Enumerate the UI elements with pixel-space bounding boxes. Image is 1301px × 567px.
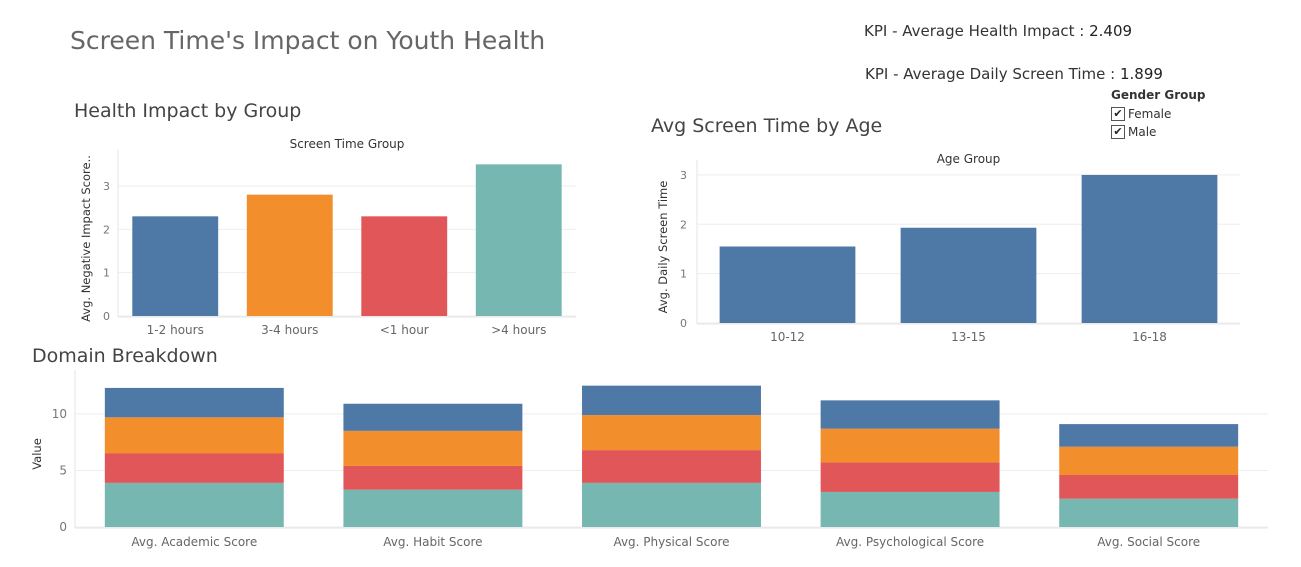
y-axis-label: Avg. Daily Screen Time bbox=[656, 181, 670, 314]
x-tick-label: 13-15 bbox=[951, 330, 986, 344]
x-tick-label: Avg. Psychological Score bbox=[836, 535, 984, 549]
section-title-screen-time-by-age: Avg Screen Time by Age bbox=[651, 115, 883, 137]
bar-segment bbox=[343, 403, 523, 431]
bar bbox=[132, 216, 219, 316]
y-tick-label: 0 bbox=[680, 317, 687, 330]
kpi-label: KPI - Average Health Impact : bbox=[864, 22, 1085, 40]
y-tick-label: 1 bbox=[680, 268, 687, 281]
bar bbox=[475, 164, 562, 316]
y-axis-label: Avg. Negative Impact Score.. bbox=[79, 155, 93, 322]
bar-segment bbox=[104, 387, 284, 418]
kpi-value: 1.899 bbox=[1120, 65, 1163, 83]
section-title-health-impact: Health Impact by Group bbox=[74, 100, 302, 122]
y-tick-label: 0 bbox=[59, 520, 67, 534]
bar bbox=[719, 246, 856, 323]
y-tick-label: 2 bbox=[103, 223, 110, 236]
bar bbox=[900, 227, 1037, 323]
bar-segment bbox=[343, 489, 523, 527]
bar-segment bbox=[104, 482, 284, 527]
bar-segment bbox=[820, 400, 1000, 429]
bar-segment bbox=[820, 428, 1000, 463]
y-tick-label: 3 bbox=[680, 169, 687, 182]
chart-title: Screen Time Group bbox=[290, 137, 405, 151]
bar-segment bbox=[582, 450, 761, 483]
checkbox-male[interactable]: ✔ bbox=[1111, 125, 1125, 139]
x-tick-label: <1 hour bbox=[380, 323, 429, 337]
bar-segment bbox=[104, 417, 284, 454]
y-tick-label: 5 bbox=[59, 463, 67, 477]
kpi-label: KPI - Average Daily Screen Time : bbox=[865, 65, 1116, 83]
y-tick-label: 1 bbox=[103, 267, 110, 280]
x-tick-label: 3-4 hours bbox=[261, 323, 318, 337]
bar bbox=[361, 216, 448, 316]
legend-label-male: Male bbox=[1128, 125, 1157, 139]
legend-title: Gender Group bbox=[1111, 88, 1206, 102]
kpi-average-daily-screen-time: KPI - Average Daily Screen Time : 1.899 bbox=[865, 65, 1163, 83]
x-tick-label: 16-18 bbox=[1132, 330, 1167, 344]
x-tick-label: 1-2 hours bbox=[147, 323, 204, 337]
bar bbox=[1081, 174, 1218, 323]
bar-segment bbox=[1059, 474, 1239, 499]
page-title: Screen Time's Impact on Youth Health bbox=[70, 26, 546, 55]
x-tick-label: 10-12 bbox=[770, 330, 805, 344]
legend-item-female[interactable]: ✔ Female bbox=[1111, 105, 1206, 123]
y-tick-label: 0 bbox=[103, 310, 110, 323]
section-title-domain-breakdown: Domain Breakdown bbox=[32, 345, 218, 367]
y-tick-label: 2 bbox=[680, 218, 687, 231]
x-tick-label: Avg. Social Score bbox=[1097, 535, 1200, 549]
checkbox-female[interactable]: ✔ bbox=[1111, 107, 1125, 121]
bar-segment bbox=[582, 482, 761, 527]
bar-segment bbox=[343, 465, 523, 490]
bar-segment bbox=[582, 415, 761, 451]
y-tick-label: 3 bbox=[103, 180, 110, 193]
bar bbox=[246, 194, 333, 316]
y-axis-label: Value bbox=[30, 438, 44, 470]
kpi-value: 2.409 bbox=[1089, 22, 1133, 40]
bar-segment bbox=[1059, 446, 1239, 475]
legend-label-female: Female bbox=[1128, 107, 1172, 121]
bar-segment bbox=[1059, 498, 1239, 527]
bar-segment bbox=[343, 430, 523, 466]
bar-segment bbox=[582, 385, 761, 416]
bar-segment bbox=[104, 453, 284, 483]
bar-segment bbox=[1059, 424, 1239, 447]
y-tick-label: 10 bbox=[52, 407, 67, 421]
x-tick-label: Avg. Academic Score bbox=[131, 535, 257, 549]
chart-title: Age Group bbox=[937, 152, 1001, 166]
x-tick-label: Avg. Habit Score bbox=[383, 535, 482, 549]
kpi-average-health-impact: KPI - Average Health Impact : 2.409 bbox=[864, 22, 1132, 40]
bar-segment bbox=[820, 462, 1000, 492]
x-tick-label: Avg. Physical Score bbox=[613, 535, 729, 549]
x-tick-label: >4 hours bbox=[491, 323, 546, 337]
gender-group-legend: Gender Group ✔ Female ✔ Male bbox=[1111, 88, 1206, 141]
bar-segment bbox=[820, 491, 1000, 527]
legend-item-male[interactable]: ✔ Male bbox=[1111, 123, 1206, 141]
